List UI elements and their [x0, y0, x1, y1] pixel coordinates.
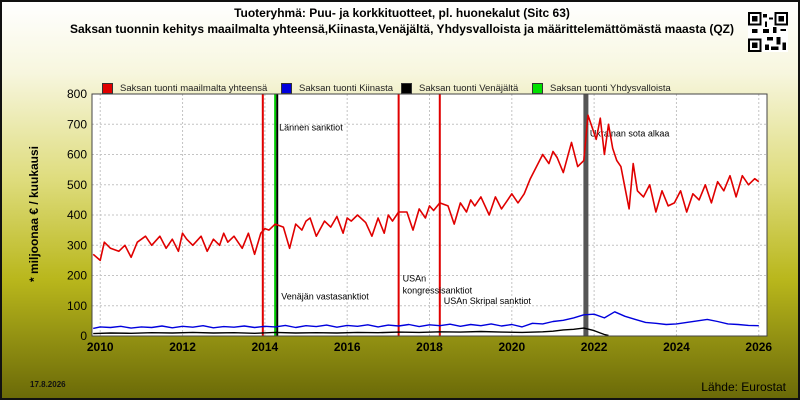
x-tick-label: 2024 [663, 340, 690, 354]
series-line-russia [93, 327, 609, 337]
source-label: Lähde: Eurostat [701, 380, 786, 394]
y-tick-label: 200 [67, 269, 87, 283]
event-label: kongressisanktiot [403, 286, 473, 296]
plot-border [91, 93, 768, 337]
y-tick-label: 600 [67, 148, 87, 162]
chart-subtitle: Saksan tuonnin kehitys maailmalta yhteen… [69, 22, 735, 36]
legend-swatch-usa [532, 82, 543, 94]
legend-item-russia: Saksan tuonti Venäjältä [401, 82, 518, 94]
legend-swatch-china [281, 82, 292, 94]
legend-label-china: Saksan tuonti Kiinasta [299, 82, 394, 94]
qr-code-icon[interactable] [748, 12, 788, 52]
y-tick-label: 300 [67, 238, 87, 252]
legend-swatch-world [102, 82, 113, 94]
event-label: Venäjän vastasanktiot [281, 292, 369, 302]
series-line-china [93, 311, 759, 330]
date-stamp: 17.8.2026 [30, 380, 66, 389]
event-label: Lännen sanktiot [279, 122, 343, 132]
x-tick-label: 2020 [498, 340, 525, 354]
chart-title: Tuoteryhmä: Puu- ja korkkituotteet, pl. … [234, 6, 570, 20]
series-line-world [92, 114, 760, 262]
x-tick-label: 2018 [416, 340, 443, 354]
legend-item-usa: Saksan tuonti Yhdysvalloista [532, 82, 671, 94]
legend-label-usa: Saksan tuonti Yhdysvalloista [550, 82, 671, 94]
legend-swatch-russia [401, 82, 412, 94]
x-tick-label: 2026 [745, 340, 772, 354]
y-tick-label: 800 [67, 87, 87, 101]
legend-item-china: Saksan tuonti Kiinasta [281, 82, 393, 94]
x-tick-label: 2016 [334, 340, 361, 354]
y-tick-label: 400 [67, 208, 87, 222]
x-tick-label: 2014 [252, 340, 279, 354]
x-tick-label: 2022 [581, 340, 608, 354]
legend-item-world: Saksan tuonti maailmalta yhteensä [102, 82, 267, 94]
legend-label-world: Saksan tuonti maailmalta yhteensä [120, 82, 268, 94]
y-tick-label: 500 [67, 178, 87, 192]
event-label: USAn [403, 274, 427, 284]
legend-label-russia: Saksan tuonti Venäjältä [419, 82, 519, 94]
y-tick-label: 0 [80, 329, 87, 343]
x-tick-label: 2012 [169, 340, 196, 354]
x-tick-label: 2010 [87, 340, 114, 354]
y-tick-label: 100 [67, 299, 87, 313]
event-label: USAn Skripal sanktiot [444, 296, 532, 306]
event-label: Ukrainan sota alkaa [590, 128, 670, 138]
y-tick-label: 700 [67, 117, 87, 131]
